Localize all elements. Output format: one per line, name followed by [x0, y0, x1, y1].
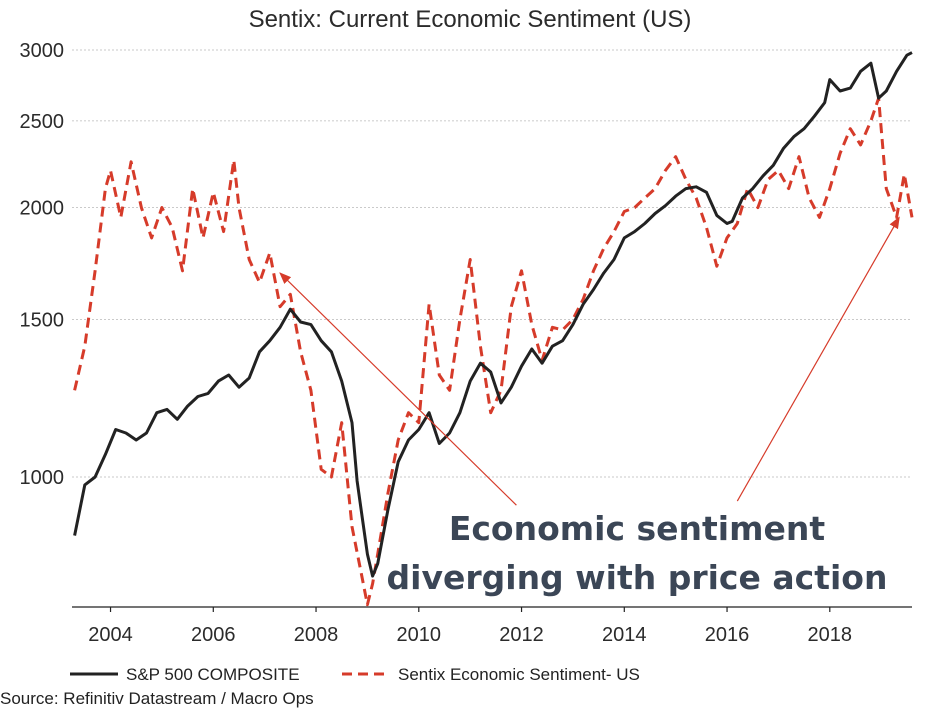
- chart-title: Sentix: Current Economic Sentiment (US): [249, 6, 692, 33]
- x-tick-label: 2012: [499, 624, 544, 646]
- x-tick-label: 2018: [808, 624, 853, 646]
- annotation-line-2: diverging with price action: [387, 558, 888, 597]
- grid: [72, 49, 912, 478]
- series-line-sp500: [73, 51, 913, 578]
- y-tick-label: 2000: [20, 198, 65, 220]
- divergence-arrow-left: [279, 272, 517, 506]
- x-tick-label: 2016: [705, 624, 750, 646]
- x-axis-ticks: 2004 2006 2008 2010 2012 2014 2016 2018: [88, 607, 852, 646]
- series-group: [73, 51, 914, 607]
- y-tick-label: 1000: [20, 467, 65, 489]
- y-tick-label: 1500: [20, 309, 65, 331]
- series-line-sentix: [73, 96, 914, 607]
- divergence-arrow-right: [736, 216, 900, 502]
- legend-label-sentix: Sentix Economic Sentiment- US: [398, 665, 640, 684]
- x-tick-label: 2010: [397, 624, 442, 646]
- x-tick-label: 2004: [88, 624, 133, 646]
- legend-label-sp500: S&P 500 COMPOSITE: [126, 665, 300, 684]
- annotation-line-1: Economic sentiment: [449, 509, 826, 548]
- x-tick-label: 2008: [294, 624, 339, 646]
- annotation-group: Economic sentiment diverging with price …: [279, 216, 900, 597]
- y-axis-ticks: 1000 1500 2000 2500 3000: [20, 40, 65, 489]
- legend: S&P 500 COMPOSITE Sentix Economic Sentim…: [70, 665, 640, 684]
- y-tick-label: 3000: [20, 40, 65, 62]
- y-tick-label: 2500: [20, 111, 65, 133]
- x-tick-label: 2014: [602, 624, 647, 646]
- x-tick-label: 2006: [191, 624, 236, 646]
- source-note: Source: Refinitiv Datastream / Macro Ops: [0, 689, 314, 708]
